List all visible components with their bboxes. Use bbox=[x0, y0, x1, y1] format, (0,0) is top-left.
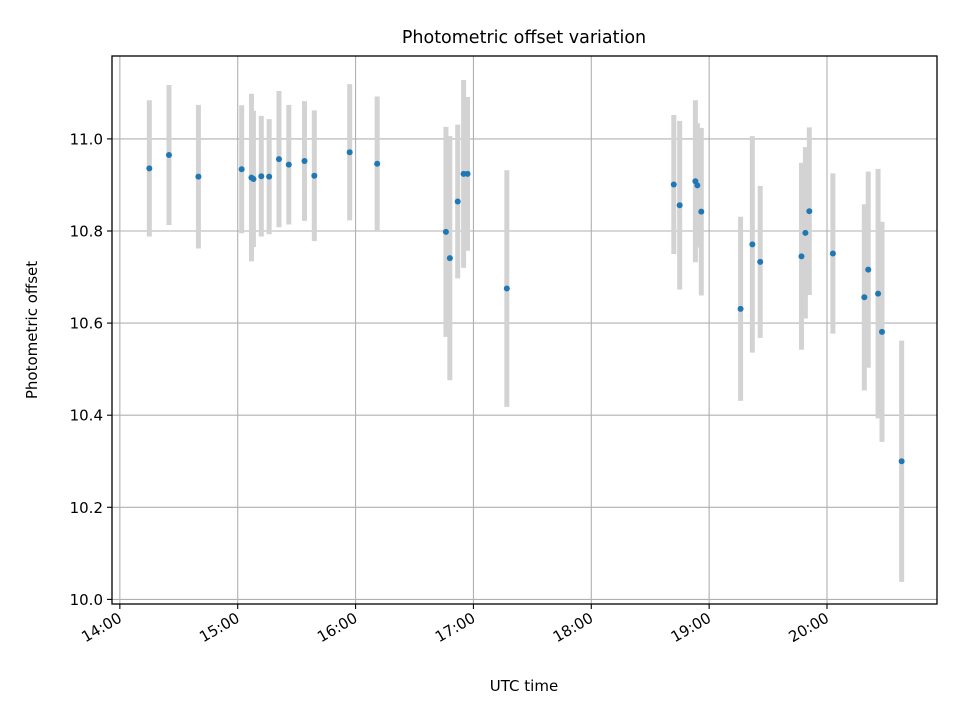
data-point bbox=[301, 157, 308, 164]
data-point bbox=[238, 166, 245, 173]
data-point bbox=[275, 156, 282, 163]
data-point bbox=[311, 172, 318, 179]
x-axis-label: UTC time bbox=[490, 677, 558, 695]
chart-title: Photometric offset variation bbox=[402, 28, 646, 48]
data-point bbox=[865, 266, 872, 273]
data-point bbox=[165, 152, 172, 159]
data-point bbox=[195, 173, 202, 180]
data-point bbox=[503, 285, 510, 292]
y-tick-label: 11.0 bbox=[70, 130, 103, 148]
data-point bbox=[676, 202, 683, 209]
data-point bbox=[749, 241, 756, 248]
data-point bbox=[698, 208, 705, 215]
data-point bbox=[802, 229, 809, 236]
data-point bbox=[464, 170, 471, 177]
data-point bbox=[806, 208, 813, 215]
data-point bbox=[258, 173, 265, 180]
data-point bbox=[670, 181, 677, 188]
data-point bbox=[146, 165, 153, 172]
data-point bbox=[798, 253, 805, 260]
plot-frame bbox=[111, 55, 938, 605]
y-tick-label: 10.2 bbox=[70, 499, 103, 517]
data-point bbox=[454, 198, 461, 205]
data-point bbox=[346, 149, 353, 156]
y-axis-ticks: 10.0 10.2 10.4 10.6 10.8 11.0 bbox=[70, 130, 112, 609]
data-point bbox=[694, 182, 701, 189]
data-point bbox=[737, 305, 744, 312]
data-point bbox=[266, 173, 273, 180]
data-point bbox=[861, 294, 868, 301]
data-point bbox=[879, 328, 885, 335]
point-layer bbox=[146, 149, 905, 465]
data-point bbox=[446, 255, 453, 262]
y-tick-label: 10.4 bbox=[70, 407, 103, 425]
data-point bbox=[250, 175, 257, 182]
data-point bbox=[374, 160, 381, 167]
data-point bbox=[875, 290, 882, 297]
y-tick-label: 10.6 bbox=[70, 315, 103, 333]
data-point bbox=[285, 161, 292, 168]
data-point bbox=[757, 258, 764, 265]
y-tick-label: 10.0 bbox=[70, 591, 103, 609]
data-point bbox=[898, 458, 905, 465]
data-point bbox=[442, 228, 449, 235]
data-point bbox=[829, 250, 836, 257]
y-axis-label: Photometric offset bbox=[23, 261, 41, 399]
y-tick-label: 10.8 bbox=[70, 222, 103, 240]
